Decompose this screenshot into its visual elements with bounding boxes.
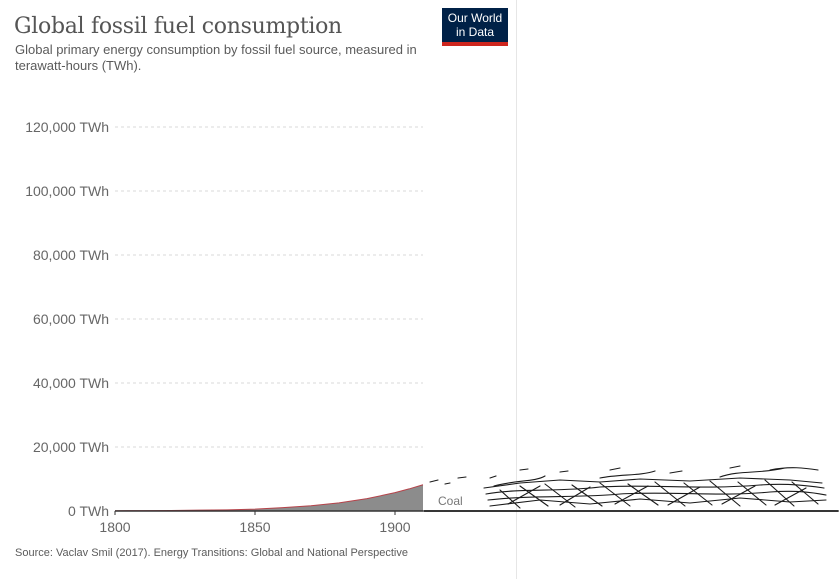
y-tick-label-3: 60,000 TWh <box>33 311 109 327</box>
chart-subtitle: Global primary energy consumption by fos… <box>15 42 417 73</box>
y-tick-label-6: 120,000 TWh <box>25 119 109 135</box>
y-tick-label-5: 100,000 TWh <box>25 183 109 199</box>
x-tick-label-0: 1800 <box>99 519 130 535</box>
logo-line-2: in Data <box>455 25 495 39</box>
y-tick-label-4: 80,000 TWh <box>33 247 109 263</box>
x-tick-label-2: 1900 <box>379 519 410 535</box>
area-series-coal <box>115 484 423 511</box>
y-tick-label-2: 40,000 TWh <box>33 375 109 391</box>
owid-logo[interactable]: Our World in Data <box>442 8 508 46</box>
legend-label-coal: Coal <box>438 494 463 508</box>
chart-title: Global fossil fuel consumption <box>14 14 342 39</box>
chart-card: Global fossil fuel consumption Global pr… <box>14 0 517 579</box>
source-note: Source: Vaclav Smil (2017). Energy Trans… <box>15 547 408 559</box>
y-tick-label-1: 20,000 TWh <box>33 439 109 455</box>
x-tick-label-1: 1850 <box>239 519 270 535</box>
y-tick-label-0: 0 TWh <box>68 503 109 519</box>
logo-line-1: Our World <box>447 11 503 25</box>
